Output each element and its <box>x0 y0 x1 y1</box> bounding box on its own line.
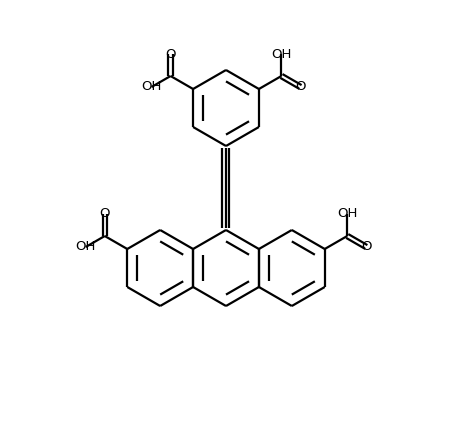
Text: O: O <box>165 47 175 60</box>
Text: O: O <box>99 208 110 220</box>
Text: O: O <box>295 81 305 93</box>
Text: OH: OH <box>75 240 96 254</box>
Text: OH: OH <box>271 47 291 60</box>
Text: OH: OH <box>336 208 357 220</box>
Text: OH: OH <box>141 81 161 93</box>
Text: O: O <box>360 240 371 254</box>
